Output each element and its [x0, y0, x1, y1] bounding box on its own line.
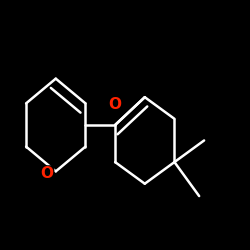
Text: O: O [108, 98, 122, 112]
Text: O: O [40, 166, 54, 181]
